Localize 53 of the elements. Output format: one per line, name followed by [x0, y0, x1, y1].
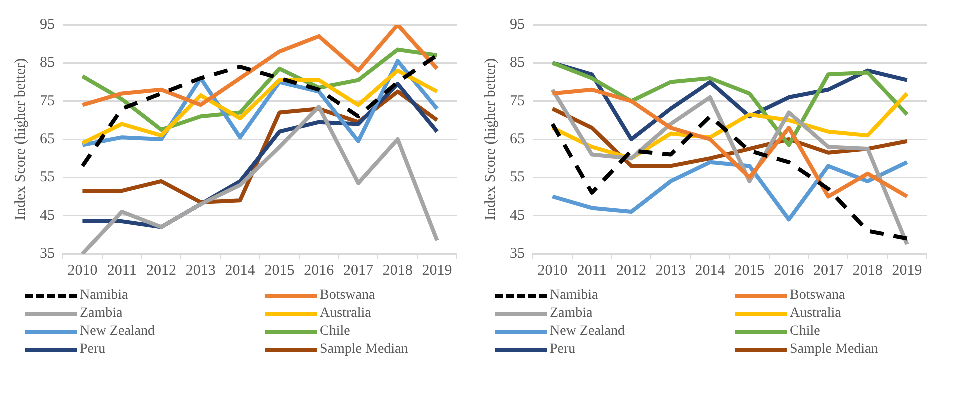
x-tick-label: 2013 [656, 262, 686, 279]
legend-label: Botswana [320, 287, 376, 305]
x-tick-label: 2011 [577, 262, 607, 279]
y-tick-label: 95 [40, 16, 55, 33]
x-tick-label: 2016 [304, 262, 335, 279]
x-tick-label: 2011 [107, 262, 137, 279]
y-tick-label: 35 [510, 246, 525, 262]
x-tick-label: 2010 [68, 262, 98, 279]
legend-label: Namibia [80, 287, 128, 305]
x-tick-label: 2014 [695, 262, 726, 279]
y-axis-title: Index Score (higher better) [482, 58, 499, 221]
x-tick-label: 2019 [422, 262, 452, 279]
legend-label: Australia [320, 305, 372, 323]
x-tick-label: 2015 [734, 262, 765, 279]
y-tick-label: 45 [40, 208, 55, 224]
legend-label: Chile [790, 323, 820, 341]
y-axis-title: Index Score (higher better) [12, 58, 29, 221]
x-tick-label: 2016 [774, 262, 805, 279]
y-tick-label: 85 [510, 55, 525, 72]
x-tick-label: 2015 [264, 262, 295, 279]
legend-label: New Zealand [550, 323, 626, 341]
x-tick-label: 2018 [382, 262, 413, 279]
y-tick-label: 65 [510, 131, 525, 148]
legend-label: Peru [80, 341, 106, 359]
x-tick-label: 2012 [146, 262, 176, 279]
legend-label: Zambia [550, 305, 593, 323]
y-tick-label: 75 [510, 93, 525, 110]
x-tick-label: 2017 [344, 262, 374, 279]
x-tick-label: 2013 [186, 262, 216, 279]
y-tick-label: 45 [510, 208, 525, 224]
x-tick-label: 2019 [892, 262, 922, 279]
legend-label: Sample Median [790, 341, 878, 359]
legend-label: Botswana [790, 287, 846, 305]
legend-label: Chile [320, 323, 350, 341]
y-tick-label: 75 [40, 93, 55, 110]
x-tick-label: 2012 [616, 262, 646, 279]
legend-label: New Zealand [80, 323, 156, 341]
legend-label: Zambia [80, 305, 123, 323]
y-tick-label: 55 [510, 170, 525, 186]
x-tick-label: 2010 [538, 262, 568, 279]
x-tick-label: 2017 [814, 262, 844, 279]
y-tick-label: 35 [40, 246, 55, 262]
legend-label: Namibia [550, 287, 598, 305]
legend-label: Australia [790, 305, 842, 323]
x-tick-label: 2014 [225, 262, 256, 279]
y-tick-label: 55 [40, 170, 55, 186]
y-tick-label: 85 [40, 55, 55, 72]
y-tick-label: 95 [510, 16, 525, 33]
legend-label: Sample Median [320, 341, 408, 359]
y-tick-label: 65 [40, 131, 55, 148]
x-tick-label: 2018 [852, 262, 883, 279]
legend-label: Peru [550, 341, 576, 359]
line-series [550, 114, 910, 241]
